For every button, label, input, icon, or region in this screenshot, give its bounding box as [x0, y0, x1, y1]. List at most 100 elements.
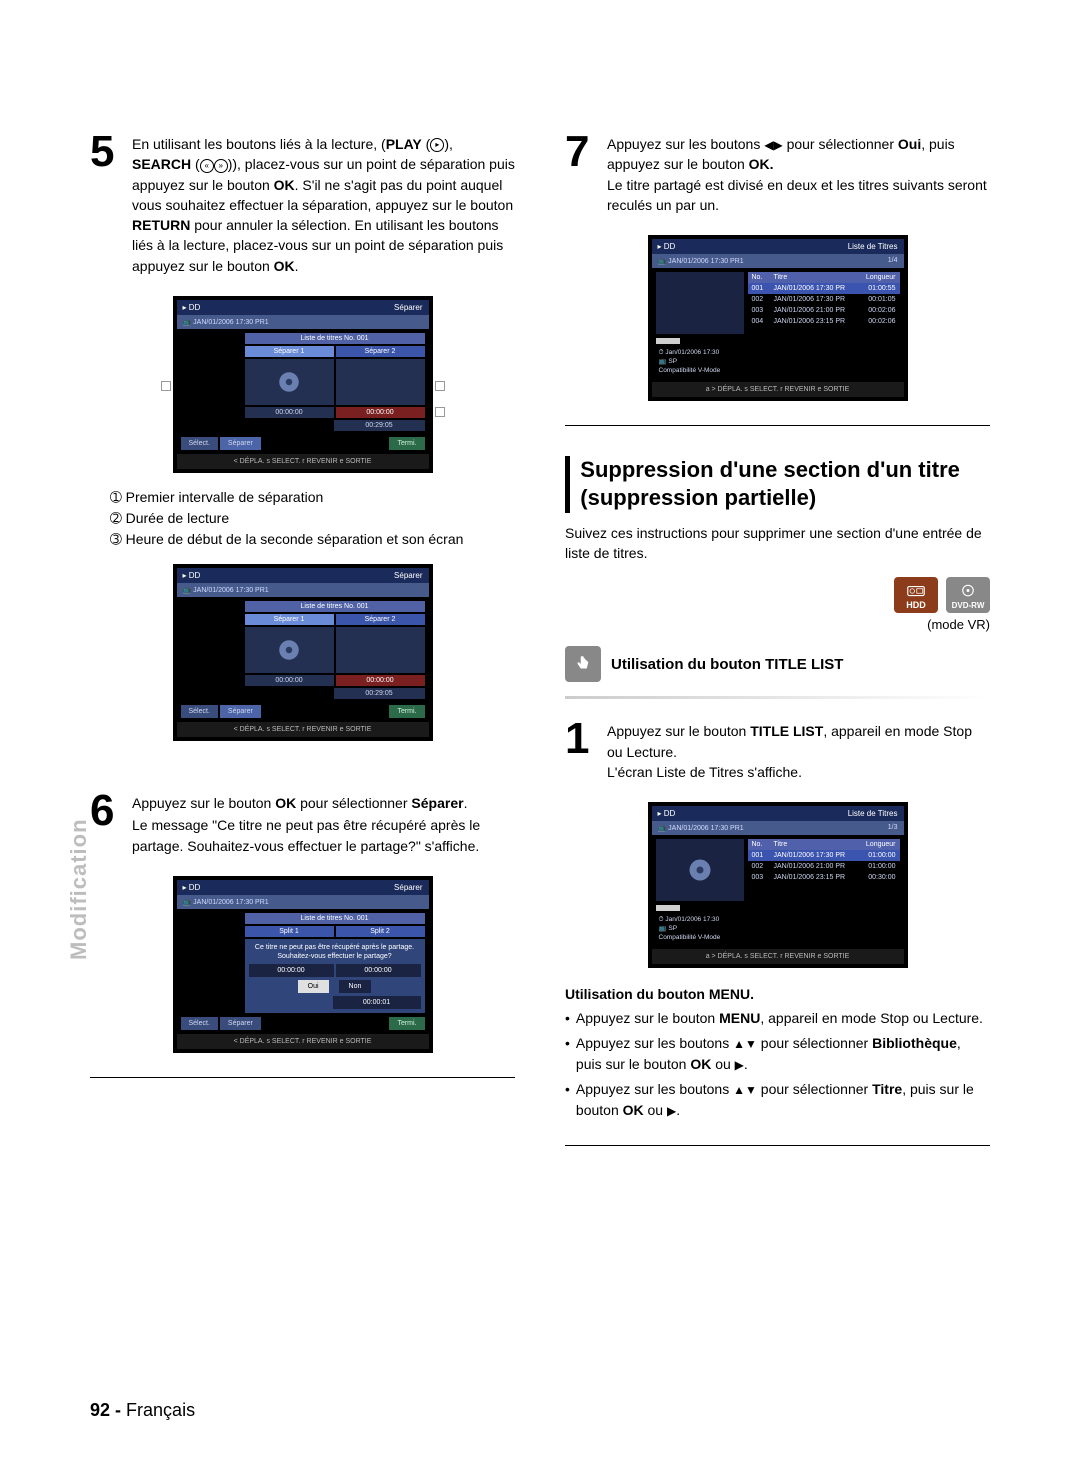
- separator: [565, 1145, 990, 1146]
- t: pour sélectionner: [783, 136, 898, 152]
- hdr-right: Séparer: [394, 303, 422, 312]
- list-title: Liste de titres No. 001: [245, 333, 425, 344]
- sc-footer: < DÉPLA. s SELECT. r REVENIR e SORTIE: [177, 1034, 429, 1049]
- down-arrow-icon: ▼: [745, 1081, 757, 1099]
- step-body: Appuyez sur le bouton TITLE LIST, appare…: [607, 717, 990, 782]
- hdr-dd: ▸ DD: [183, 571, 201, 580]
- r: JAN/01/2006 23:15 PR: [770, 316, 850, 327]
- r: JAN/01/2006 21:00 PR: [770, 861, 850, 872]
- thumb-2: [336, 627, 425, 673]
- step-number: 1: [565, 717, 599, 782]
- r: 00:02:06: [850, 305, 900, 316]
- sub-left: 📺 JAN/01/2006 17:30 PR1: [183, 586, 269, 594]
- btn-select: Sélect.: [181, 1017, 218, 1030]
- t: Le message "Ce titre ne peut pas être ré…: [132, 815, 515, 856]
- section-title: Suppression d'une section d'un titre (su…: [580, 456, 990, 513]
- col-no: No.: [748, 839, 770, 850]
- list-rows: No.TitreLongueur 001JAN/01/2006 17:30 PR…: [748, 272, 900, 377]
- gradient-rule: [565, 696, 990, 699]
- sub-left: 📺 JAN/01/2006 17:30 PR1: [658, 257, 744, 265]
- badge-hdd-label: HDD: [906, 600, 926, 610]
- bullet-3: Appuyez sur les boutons ▲▼ pour sélectio…: [565, 1079, 990, 1121]
- btn-no: Non: [339, 980, 372, 993]
- screenshot-wrapper: ▸ DDSéparer 📺 JAN/01/2006 17:30 PR1 List…: [90, 296, 515, 473]
- title-list-screenshot-1: ▸ DDListe de Titres 📺 JAN/01/2006 17:30 …: [648, 235, 908, 400]
- mode-vr: (mode VR): [565, 617, 990, 632]
- r: 001: [748, 850, 770, 861]
- hdr-dd: ▸ DD: [658, 809, 676, 818]
- r: 001: [748, 283, 770, 294]
- time-2: 00:00:00: [336, 675, 425, 686]
- up-arrow-icon: ▲: [733, 1035, 745, 1053]
- dialog-msg1: Ce titre ne peut pas être récupéré après…: [249, 943, 421, 952]
- col-title: Titre: [770, 272, 850, 283]
- btn-separ: Séparer: [220, 437, 261, 450]
- page-counter: 1/3: [888, 824, 898, 832]
- page-number: 92 -: [90, 1400, 121, 1420]
- r: 00:02:06: [850, 316, 900, 327]
- thumb-1: [245, 627, 334, 673]
- dvd-icon: [959, 583, 977, 601]
- t: TITLE LIST: [750, 723, 823, 739]
- right-arrow-icon: ▶: [735, 1056, 744, 1074]
- legend-a: ➀ Premier intervalle de séparation: [110, 487, 515, 508]
- sc-footer: < DÉPLA. s SELECT. r REVENIR e SORTIE: [177, 454, 429, 469]
- r: JAN/01/2006 17:30 PR: [770, 850, 850, 861]
- sc-footer: a > DÉPLA. s SELECT. r REVENIR e SORTIE: [652, 949, 904, 964]
- time-2: 00:00:00: [336, 407, 425, 418]
- side-tab: Modification: [66, 818, 92, 960]
- t: OK: [274, 177, 295, 193]
- section-heading: Suppression d'une section d'un titre (su…: [565, 456, 990, 513]
- r: JAN/01/2006 23:15 PR: [770, 872, 850, 883]
- thumb-2: [336, 359, 425, 405]
- sub-left: 📺 JAN/01/2006 17:30 PR1: [658, 824, 744, 832]
- t: Appuyez sur le bouton: [132, 795, 275, 811]
- split-screenshot-2: ▸ DDSéparer 📺 JAN/01/2006 17:30 PR1 List…: [173, 564, 433, 741]
- separator: [90, 1077, 515, 1078]
- r: 01:00:55: [850, 283, 900, 294]
- search-back-icon: «: [200, 159, 214, 173]
- t: OK: [274, 258, 295, 274]
- btn-term: Termi.: [389, 1017, 424, 1030]
- search-fwd-icon: »: [214, 159, 228, 173]
- t: SEARCH: [132, 156, 191, 172]
- step-6: 6 Appuyez sur le bouton OK pour sélectio…: [90, 789, 515, 856]
- sc-footer: < DÉPLA. s SELECT. r REVENIR e SORTIE: [177, 722, 429, 737]
- col-len: Longueur: [850, 839, 900, 850]
- title-list-screenshot-2: ▸ DD Liste de Titres 📺 JAN/01/2006 17:30 …: [648, 802, 908, 967]
- t: En utilisant les boutons liés à la lectu…: [132, 136, 386, 152]
- thumb-1: [245, 359, 334, 405]
- section-bar: [565, 456, 570, 513]
- r: 002: [748, 294, 770, 305]
- t: OK.: [749, 156, 774, 172]
- d-ttotal: 00:00:01: [333, 996, 421, 1009]
- col-title: Titre: [770, 839, 850, 850]
- hand-row: Utilisation du bouton TITLE LIST: [565, 646, 990, 682]
- hdr-right: Liste de Titres: [848, 809, 898, 818]
- dialog-buttons: Oui Non: [249, 980, 421, 993]
- section-text: Suivez ces instructions pour supprimer u…: [565, 523, 990, 564]
- step-number: 5: [90, 130, 124, 276]
- t: L'écran Liste de Titres s'affiche.: [607, 762, 990, 782]
- btn-select: Sélect.: [181, 437, 218, 450]
- r: 01:00:00: [850, 861, 900, 872]
- btn-yes: Oui: [298, 980, 329, 993]
- split-dialog-screenshot: ▸ DDSéparer 📺 JAN/01/2006 17:30 PR1 List…: [173, 876, 433, 1053]
- sc-footer: a > DÉPLA. s SELECT. r REVENIR e SORTIE: [652, 382, 904, 397]
- right-arrow-icon: ▶: [773, 137, 782, 154]
- hdr-dd: ▸ DD: [183, 303, 201, 312]
- r: 003: [748, 305, 770, 316]
- right-column: 7 Appuyez sur les boutons ◀▶ pour sélect…: [565, 130, 990, 1170]
- split2-tab: Split 2: [336, 926, 425, 937]
- preview-thumb: [656, 272, 744, 334]
- time-1: 00:00:00: [245, 675, 334, 686]
- r: 003: [748, 872, 770, 883]
- t: Appuyez sur les boutons: [607, 136, 764, 152]
- step-5: 5 En utilisant les boutons liés à la lec…: [90, 130, 515, 276]
- dialog-msg2: Souhaitez-vous effectuer le partage?: [249, 952, 421, 961]
- legend: ➀ Premier intervalle de séparation ➁ Dur…: [110, 487, 515, 550]
- split2-tab: Séparer 2: [336, 614, 425, 625]
- confirm-dialog: Ce titre ne peut pas être récupéré après…: [245, 939, 425, 1013]
- t: PLAY: [386, 136, 422, 152]
- r: 01:00:00: [850, 850, 900, 861]
